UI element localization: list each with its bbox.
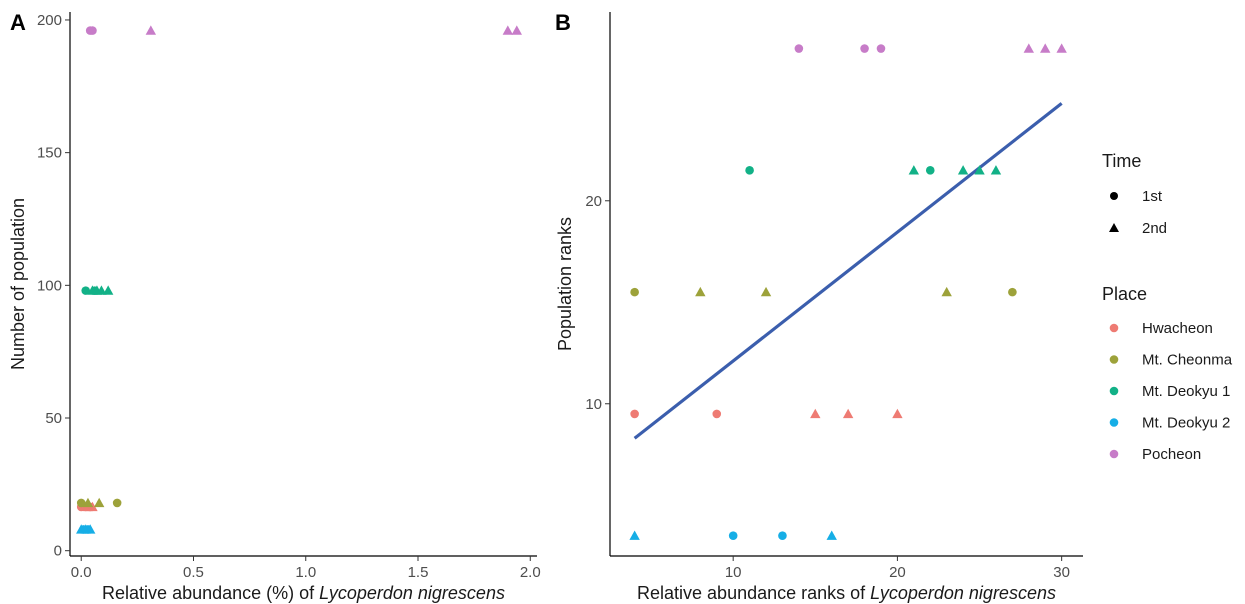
panel-a-x-tick-label: 0.0 xyxy=(71,564,92,581)
panel-a-point-pocheon-2nd xyxy=(502,25,514,35)
legend-key-mt-cheonma xyxy=(1109,355,1119,364)
panel-b-x-tick-label: 30 xyxy=(1053,564,1070,581)
panel-b-point-mt-deokyu-1-2nd xyxy=(908,165,920,175)
panel-b-trend-line xyxy=(633,102,1063,440)
panel-b-point-pocheon-2nd xyxy=(1040,43,1051,53)
legend-key-pocheon xyxy=(1109,449,1119,459)
panel-a-point-mt-deokyu-1-2nd xyxy=(96,285,107,295)
panel-b-point-mt-deokyu-2-1st xyxy=(778,531,787,541)
panel-b-y-tick-label: 20 xyxy=(585,193,602,210)
panel-a-point-mt-cheonma-2nd xyxy=(93,497,105,508)
panel-a-y-tick-label: 150 xyxy=(37,145,62,162)
panel-b-point-mt-deokyu-1-2nd xyxy=(957,165,969,175)
panel-a-point-mt-deokyu-1-1st xyxy=(81,286,91,295)
panel-a-y-axis-title: Number of population xyxy=(8,198,28,370)
panel-b-point-mt-cheonma-2nd xyxy=(760,286,772,297)
panel-b-y-axis-title: Population ranks xyxy=(555,217,575,351)
panel-b-point-mt-deokyu-2-2nd xyxy=(826,530,837,540)
panel-b-point-mt-deokyu-1-2nd xyxy=(990,165,1002,175)
panel-b-point-hwacheon-2nd xyxy=(892,408,903,419)
panel-b-point-pocheon-1st xyxy=(860,44,869,53)
panel-b-point-mt-cheonma-1st xyxy=(630,287,639,297)
panel-b-letter: B xyxy=(555,10,571,35)
legend-key-1st xyxy=(1110,192,1118,200)
legend-key-mt-deokyu-2 xyxy=(1109,418,1119,427)
panel-b-point-hwacheon-2nd xyxy=(842,408,854,419)
panel-a-point-mt-deokyu-1-2nd xyxy=(102,285,114,295)
legend-key-mt-deokyu-1 xyxy=(1109,386,1119,396)
panel-b-x-tick-label: 10 xyxy=(725,564,742,581)
legend-place-title: Place xyxy=(1102,284,1147,304)
panel-a-y-tick-label: 200 xyxy=(37,12,62,29)
panel-b: 10 20 30 10 20 Relative abundance ranks of Ly… xyxy=(555,10,1083,603)
panel-b-point-mt-cheonma-2nd xyxy=(695,286,706,297)
panel-b-point-hwacheon-1st xyxy=(630,409,639,419)
panel-a-x-axis-title: Relative abundance (%) of Lycoperdon nig… xyxy=(102,583,505,603)
panel-a: 0.0 0.5 1.0 1.5 2.0 0 50 100 150 200 Relative abun… xyxy=(8,10,541,603)
panel-a-point-pocheon-1st xyxy=(88,26,97,35)
panel-b-point-hwacheon-1st xyxy=(712,409,722,419)
legend-label-hwacheon: Hwacheon xyxy=(1142,320,1213,337)
panel-a-point-mt-cheonma-2nd xyxy=(82,497,94,508)
panel-b-point-mt-cheonma-1st xyxy=(1008,287,1017,297)
panel-b-y-tick-label: 10 xyxy=(585,396,602,413)
panel-b-point-hwacheon-2nd xyxy=(810,408,821,419)
panel-b-point-pocheon-1st xyxy=(876,44,886,53)
panel-a-point-mt-cheonma-1st xyxy=(76,498,86,508)
panel-a-y-tick-label: 50 xyxy=(45,410,62,427)
legend-key-2nd xyxy=(1109,223,1119,232)
panel-a-point-mt-cheonma-1st xyxy=(112,498,122,508)
panel-b-point-mt-deokyu-1-2nd xyxy=(974,165,985,175)
panel-a-x-tick-label: 1.5 xyxy=(408,564,429,581)
panel-a-point-mt-deokyu-2-2nd xyxy=(85,524,96,534)
panel-b-point-mt-deokyu-1-1st xyxy=(925,166,935,175)
panel-b-point-pocheon-1st xyxy=(794,44,804,53)
panel-b-x-axis-title: Relative abundance ranks of Lycoperdon n… xyxy=(637,583,1056,603)
legend-label-2nd: 2nd xyxy=(1142,220,1167,237)
panel-b-point-pocheon-2nd xyxy=(1056,43,1067,53)
legend-label-1st: 1st xyxy=(1142,188,1163,205)
panel-a-y-tick-label: 0 xyxy=(54,543,62,560)
panel-a-point-pocheon-2nd xyxy=(511,25,522,35)
panel-a-letter: A xyxy=(10,10,26,35)
panel-b-point-pocheon-2nd xyxy=(1023,43,1035,53)
legend-label-mt-deokyu-2: Mt. Deokyu 2 xyxy=(1142,415,1230,432)
legend-label-mt-deokyu-1: Mt. Deokyu 1 xyxy=(1142,383,1230,400)
panel-b-point-mt-deokyu-2-1st xyxy=(728,531,738,541)
panel-a-x-tick-label: 0.5 xyxy=(183,564,204,581)
panel-b-x-tick-label: 20 xyxy=(889,564,906,581)
legend-label-pocheon: Pocheon xyxy=(1142,446,1201,463)
panel-b-point-mt-deokyu-2-2nd xyxy=(629,530,640,540)
panel-a-x-tick-label: 2.0 xyxy=(520,564,541,581)
panel-a-point-pocheon-2nd xyxy=(145,25,157,35)
legend-key-hwacheon xyxy=(1109,323,1119,333)
panel-a-x-tick-label: 1.0 xyxy=(295,564,316,581)
panel-b-point-mt-deokyu-1-1st xyxy=(745,166,754,175)
panel-a-y-tick-label: 100 xyxy=(37,277,62,294)
legend-time-title: Time xyxy=(1102,151,1141,171)
legend-label-mt-cheonma: Mt. Cheonma xyxy=(1142,352,1233,369)
panel-b-point-mt-cheonma-2nd xyxy=(941,286,952,297)
